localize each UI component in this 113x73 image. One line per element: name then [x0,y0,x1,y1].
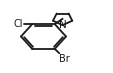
Text: Cl: Cl [14,19,23,29]
Text: N: N [58,20,66,30]
Text: Br: Br [59,54,70,64]
